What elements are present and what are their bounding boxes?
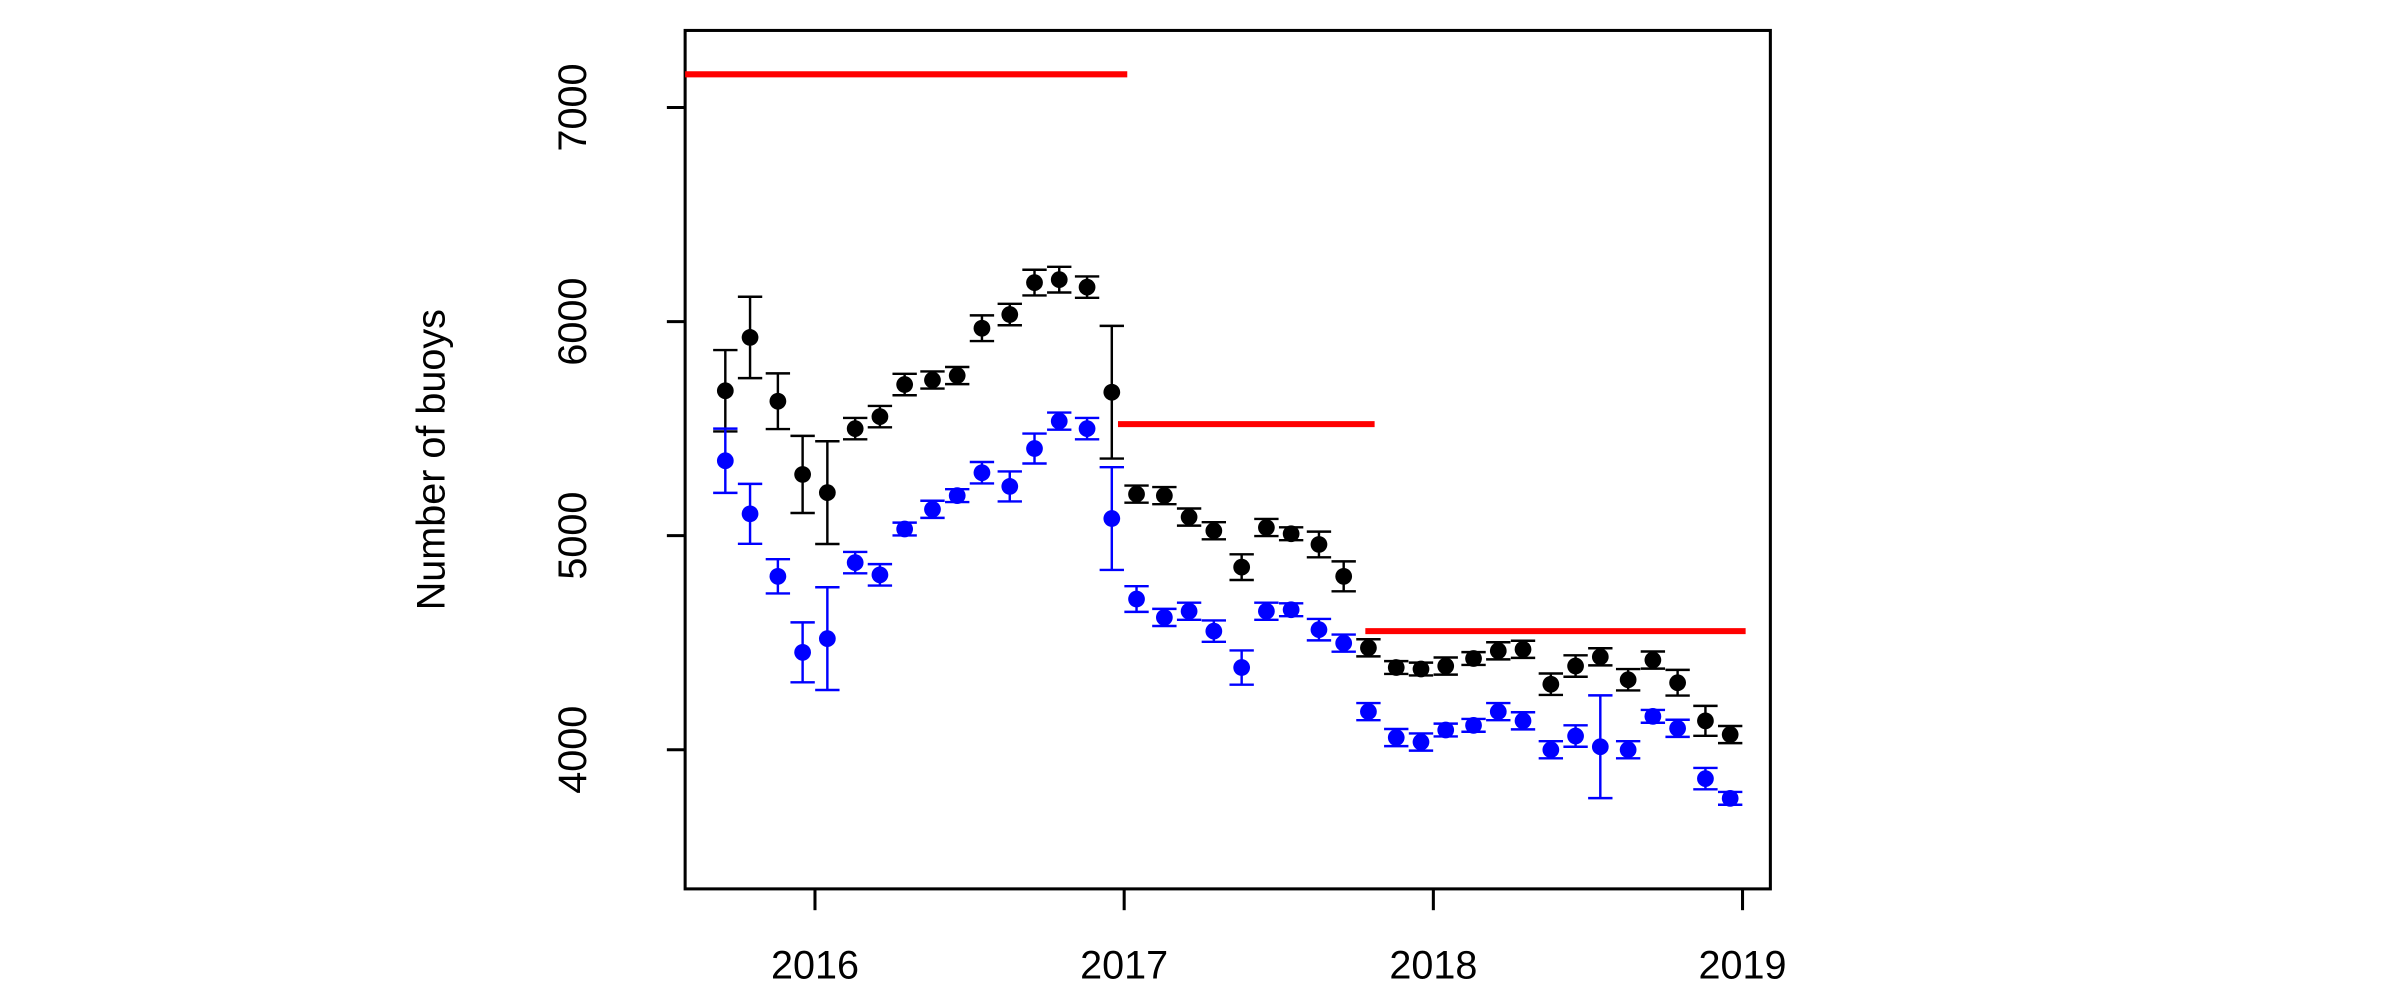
data-point [769,392,787,410]
x-tick-label: 2018 [1389,943,1477,987]
data-point [1567,657,1584,675]
data-point [794,466,811,483]
data-point [1282,601,1300,619]
data-point [1335,634,1353,652]
data-point [1489,642,1507,660]
data-point [1387,729,1405,746]
plot-frame [683,28,1772,891]
data-point [896,520,914,538]
data-point [1050,271,1068,288]
data-point [1205,522,1223,540]
data-point [1180,602,1198,620]
data-point [1514,640,1532,658]
data-point [1155,609,1173,626]
data-point [1103,383,1121,401]
data-point [1591,648,1609,666]
data-point [1697,770,1714,788]
data-point [896,376,914,393]
data-point [1697,712,1714,730]
data-point [1050,412,1068,430]
data-point [1001,478,1019,495]
data-point [1387,659,1405,676]
y-tick-label: 7000 [551,64,595,152]
x-tick-label: 2016 [771,943,859,987]
data-point [1567,727,1584,745]
y-tick-label: 4000 [551,706,595,794]
data-point [1542,741,1560,759]
data-point [871,566,889,584]
data-point [716,452,734,470]
data-point [1721,726,1739,743]
data-point [741,505,759,523]
data-point [1026,440,1043,457]
data-point [1437,657,1455,675]
data-point [973,319,991,337]
data-point [1310,621,1328,639]
data-point [1233,558,1251,576]
data-point [871,408,889,426]
data-point [794,643,811,661]
data-point [1180,508,1198,526]
data-point [818,630,836,648]
data-point [1258,602,1275,620]
data-point [1258,519,1275,536]
data-point [1489,703,1507,721]
data-point [1542,675,1560,693]
data-point [1128,485,1145,503]
data-point [1721,789,1739,807]
x-tick-label: 2017 [1080,943,1168,987]
data-point [1103,510,1121,527]
y-axis-label: Number of buoys [409,309,453,610]
data-point [1465,650,1482,667]
data-point [1619,741,1637,759]
data-point [1619,671,1637,689]
data-point [1514,712,1532,730]
y-tick-label: 5000 [551,492,595,580]
data-point [716,382,734,400]
data-point [1412,733,1430,751]
data-point [1644,707,1662,725]
data-point [973,464,991,482]
x-tick-label: 2019 [1699,943,1787,987]
data-point [924,500,941,518]
data-point [1233,659,1251,676]
data-point [1437,721,1455,739]
data-point [846,420,864,437]
data-point [846,554,864,572]
data-point [1078,420,1096,437]
data-point [769,567,787,585]
data-point [1205,622,1223,640]
data-point [948,487,966,505]
data-point [1128,590,1145,608]
data-point [1001,306,1019,323]
data-point [1310,536,1328,553]
data-point [1155,487,1173,505]
data-point [924,371,941,389]
data-point [1282,525,1300,543]
data-point [741,329,759,346]
data-point [818,484,836,502]
data-point [948,367,966,384]
data-point [1644,651,1662,669]
data-point [1412,660,1430,678]
data-point [1026,274,1043,291]
data-point [1078,278,1096,296]
data-point [1360,639,1377,657]
y-tick-label: 6000 [551,278,595,366]
data-point [1669,719,1686,737]
data-point [1591,738,1609,756]
data-point [1360,703,1377,721]
data-point [1335,567,1353,585]
data-point [1465,716,1482,734]
data-point [1669,674,1686,692]
